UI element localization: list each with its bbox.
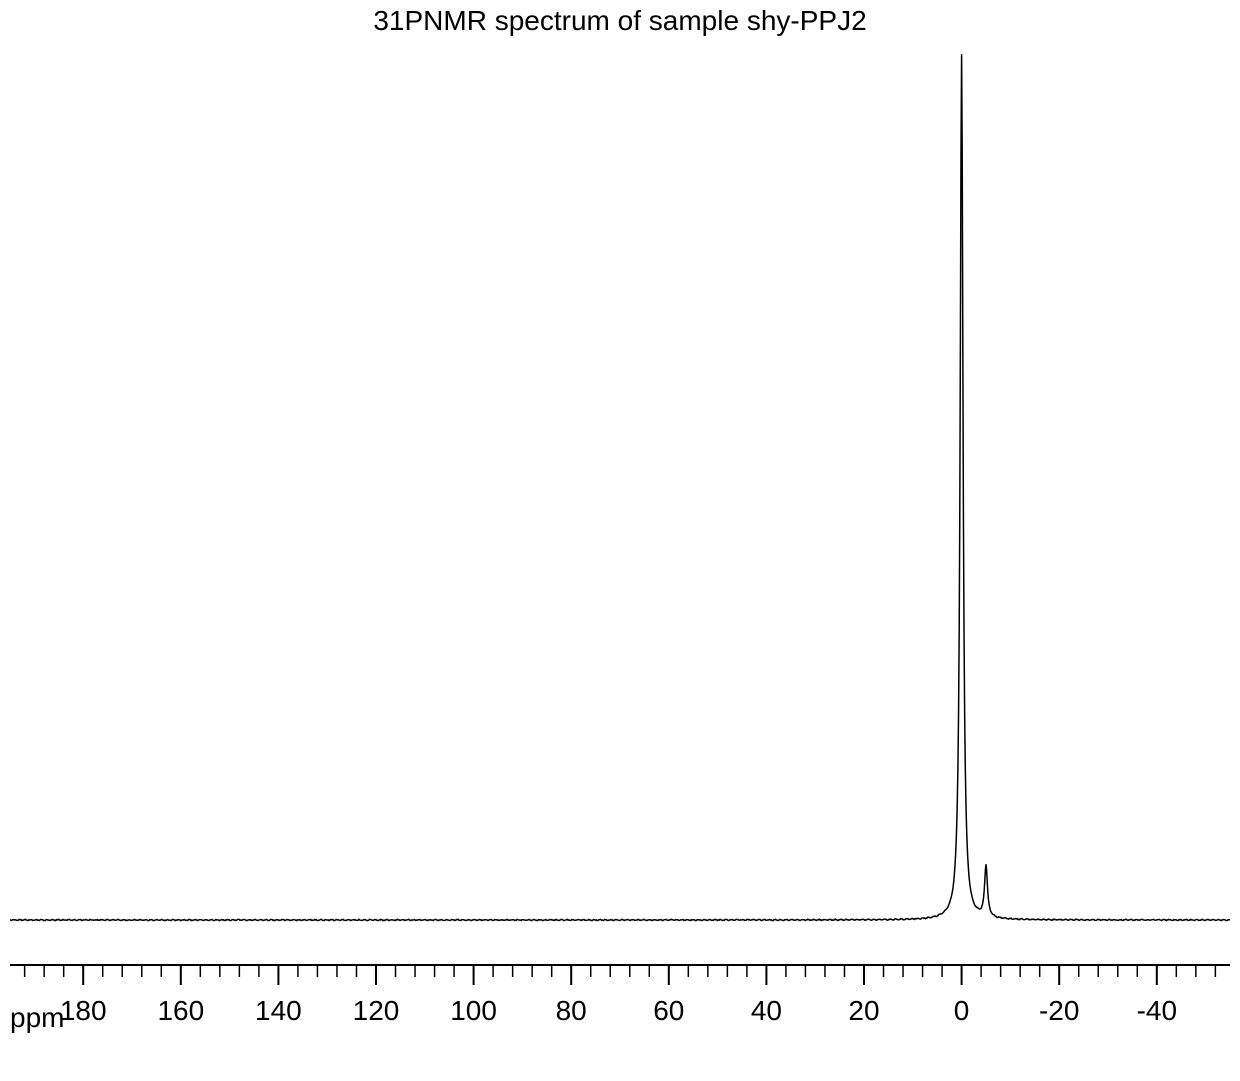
tick-label: 100 [450, 995, 497, 1027]
tick-label: 20 [848, 995, 879, 1027]
tick-label: 140 [255, 995, 302, 1027]
tick-label: -40 [1137, 995, 1177, 1027]
unit-label: ppm [10, 1002, 64, 1034]
tick-label: 80 [556, 995, 587, 1027]
tick-label: -20 [1039, 995, 1079, 1027]
tick-label: 180 [60, 995, 107, 1027]
chart-title: 31PNMR spectrum of sample shy-PPJ2 [0, 5, 1240, 37]
tick-label: 0 [954, 995, 970, 1027]
plot-area [10, 50, 1230, 930]
tick-label: 40 [751, 995, 782, 1027]
x-axis: ppm 180 160 140 120 100 80 60 40 20 0 -20 -40 [10, 960, 1230, 1060]
spectrum-trace [10, 50, 1230, 930]
tick-label: 160 [157, 995, 204, 1027]
tick-label: 120 [353, 995, 400, 1027]
tick-label: 60 [653, 995, 684, 1027]
nmr-spectrum-chart: 31PNMR spectrum of sample shy-PPJ2 ppm 1… [0, 0, 1240, 1081]
